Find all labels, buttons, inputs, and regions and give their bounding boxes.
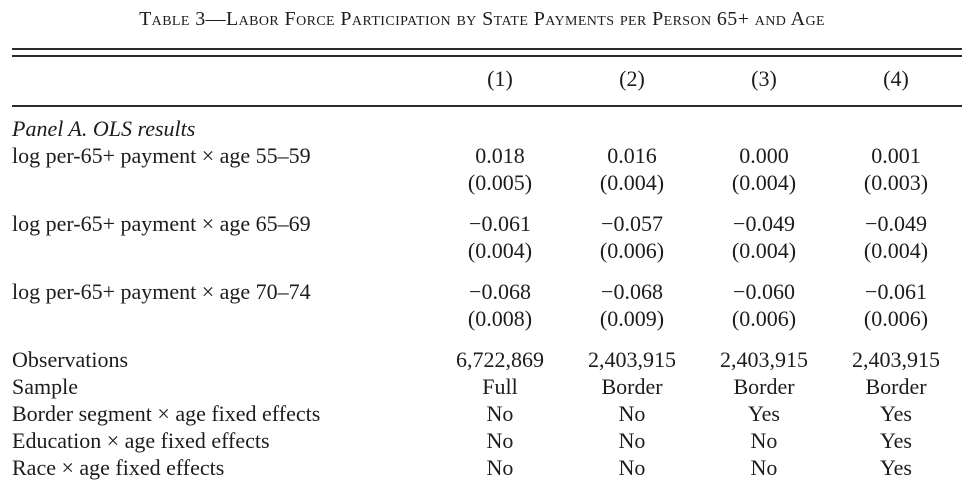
summary-value: Yes (879, 428, 912, 453)
empty-cell (12, 169, 434, 196)
column-header-row: (1) (2) (3) (4) (12, 57, 962, 107)
table-body: Panel A. OLS results log per-65+ payment… (12, 106, 962, 481)
row-label: log per-65+ payment × age 55–59 (12, 143, 311, 168)
summary-value: No (750, 455, 778, 480)
row-label: Border segment × age fixed effects (12, 401, 321, 426)
se-value: (0.004) (731, 238, 797, 263)
coef-value: −0.049 (865, 211, 927, 236)
summary-value: No (618, 428, 646, 453)
row-label: Sample (12, 374, 78, 399)
top-double-rule (12, 48, 962, 57)
se-row-age-65-69: (0.004) (0.006) (0.004) (0.004) (12, 237, 962, 264)
summary-value: No (750, 428, 778, 453)
coef-row-age-70-74: log per-65+ payment × age 70–74 −0.068 −… (12, 264, 962, 305)
table-head: (1) (2) (3) (4) (12, 57, 962, 107)
summary-value: No (486, 401, 514, 426)
coef-value: −0.068 (469, 279, 531, 304)
table-title: Table 3—Labor Force Participation by Sta… (139, 8, 825, 30)
summary-value: 2,403,915 (720, 347, 808, 372)
row-label: Race × age fixed effects (12, 455, 225, 480)
coef-value: 0.001 (871, 143, 921, 168)
summary-row-border-segment-fe: Border segment × age fixed effects No No… (12, 400, 962, 427)
se-value: (0.006) (599, 238, 665, 263)
summary-row-sample: Sample Full Border Border Border (12, 373, 962, 400)
row-label: Education × age fixed effects (12, 428, 270, 453)
summary-value: Yes (879, 401, 912, 426)
se-value: (0.004) (731, 170, 797, 195)
coef-value: −0.060 (733, 279, 795, 304)
column-header-2: (2) (566, 57, 698, 107)
summary-value: No (618, 455, 646, 480)
se-value: (0.006) (731, 306, 797, 331)
panel-label-row: Panel A. OLS results (12, 106, 962, 142)
summary-value: Border (865, 374, 927, 399)
se-value: (0.003) (863, 170, 929, 195)
empty-header-cell (12, 57, 434, 107)
column-header-3: (3) (698, 57, 830, 107)
se-row-age-70-74: (0.008) (0.009) (0.006) (0.006) (12, 305, 962, 332)
row-label: log per-65+ payment × age 70–74 (12, 279, 311, 304)
coef-value: 0.000 (739, 143, 789, 168)
summary-value: 6,722,869 (456, 347, 544, 372)
summary-value: Border (601, 374, 663, 399)
coef-value: −0.061 (865, 279, 927, 304)
coef-value: 0.018 (475, 143, 525, 168)
se-row-age-55-59: (0.005) (0.004) (0.004) (0.003) (12, 169, 962, 196)
coef-row-age-65-69: log per-65+ payment × age 65–69 −0.061 −… (12, 196, 962, 237)
summary-value: 2,403,915 (852, 347, 940, 372)
summary-row-education-fe: Education × age fixed effects No No No Y… (12, 427, 962, 454)
summary-value: No (618, 401, 646, 426)
column-header-4: (4) (830, 57, 962, 107)
column-header-1: (1) (434, 57, 566, 107)
se-value: (0.008) (467, 306, 533, 331)
coef-value: −0.068 (601, 279, 663, 304)
summary-row-race-fe: Race × age fixed effects No No No Yes (12, 454, 962, 481)
summary-value: No (486, 428, 514, 453)
summary-value: Border (733, 374, 795, 399)
se-value: (0.004) (467, 238, 533, 263)
coef-value: −0.061 (469, 211, 531, 236)
coef-value: −0.049 (733, 211, 795, 236)
summary-value: Full (482, 374, 518, 399)
empty-cell (12, 305, 434, 332)
row-label: Observations (12, 347, 129, 372)
panel-label: Panel A. OLS results (12, 116, 196, 141)
results-table: (1) (2) (3) (4) Panel A. OLS results log… (12, 57, 962, 481)
se-value: (0.009) (599, 306, 665, 331)
row-label: log per-65+ payment × age 65–69 (12, 211, 311, 236)
se-value: (0.005) (467, 170, 533, 195)
empty-cell (12, 237, 434, 264)
summary-value: No (486, 455, 514, 480)
coef-value: −0.057 (601, 211, 663, 236)
se-value: (0.004) (599, 170, 665, 195)
summary-value: Yes (879, 455, 912, 480)
summary-value: Yes (747, 401, 780, 426)
se-value: (0.006) (863, 306, 929, 331)
coef-row-age-55-59: log per-65+ payment × age 55–59 0.018 0.… (12, 142, 962, 169)
se-value: (0.004) (863, 238, 929, 263)
summary-row-observations: Observations 6,722,869 2,403,915 2,403,9… (12, 332, 962, 373)
summary-value: 2,403,915 (588, 347, 676, 372)
coef-value: 0.016 (607, 143, 657, 168)
